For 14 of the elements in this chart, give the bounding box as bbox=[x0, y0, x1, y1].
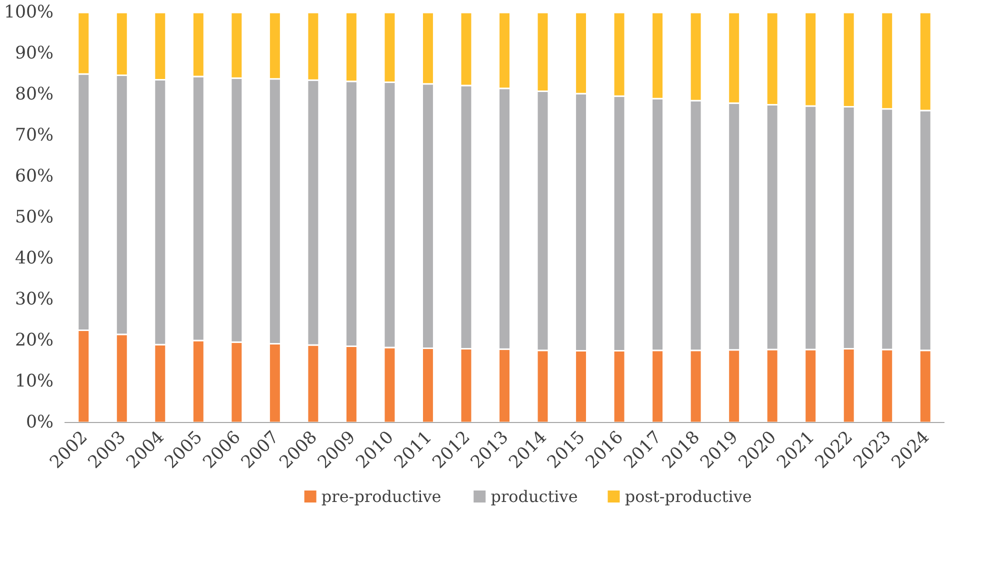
legend-label: post-productive bbox=[624, 487, 752, 506]
y-tick-label: 40% bbox=[14, 248, 54, 268]
y-tick-label: 50% bbox=[14, 208, 54, 228]
y-tick-label: 10% bbox=[14, 372, 54, 392]
y-tick-label: 80% bbox=[14, 84, 54, 104]
y-tick-label: 100% bbox=[4, 2, 54, 22]
y-tick-label: 20% bbox=[14, 330, 54, 350]
y-tick-label: 60% bbox=[14, 166, 54, 186]
legend-label: productive bbox=[490, 487, 578, 506]
y-tick-label: 30% bbox=[14, 290, 54, 310]
y-tick-label: 90% bbox=[14, 44, 54, 64]
y-tick-label: 70% bbox=[14, 126, 54, 146]
y-tick-label: 0% bbox=[26, 412, 54, 432]
legend-label: pre-productive bbox=[321, 487, 442, 506]
